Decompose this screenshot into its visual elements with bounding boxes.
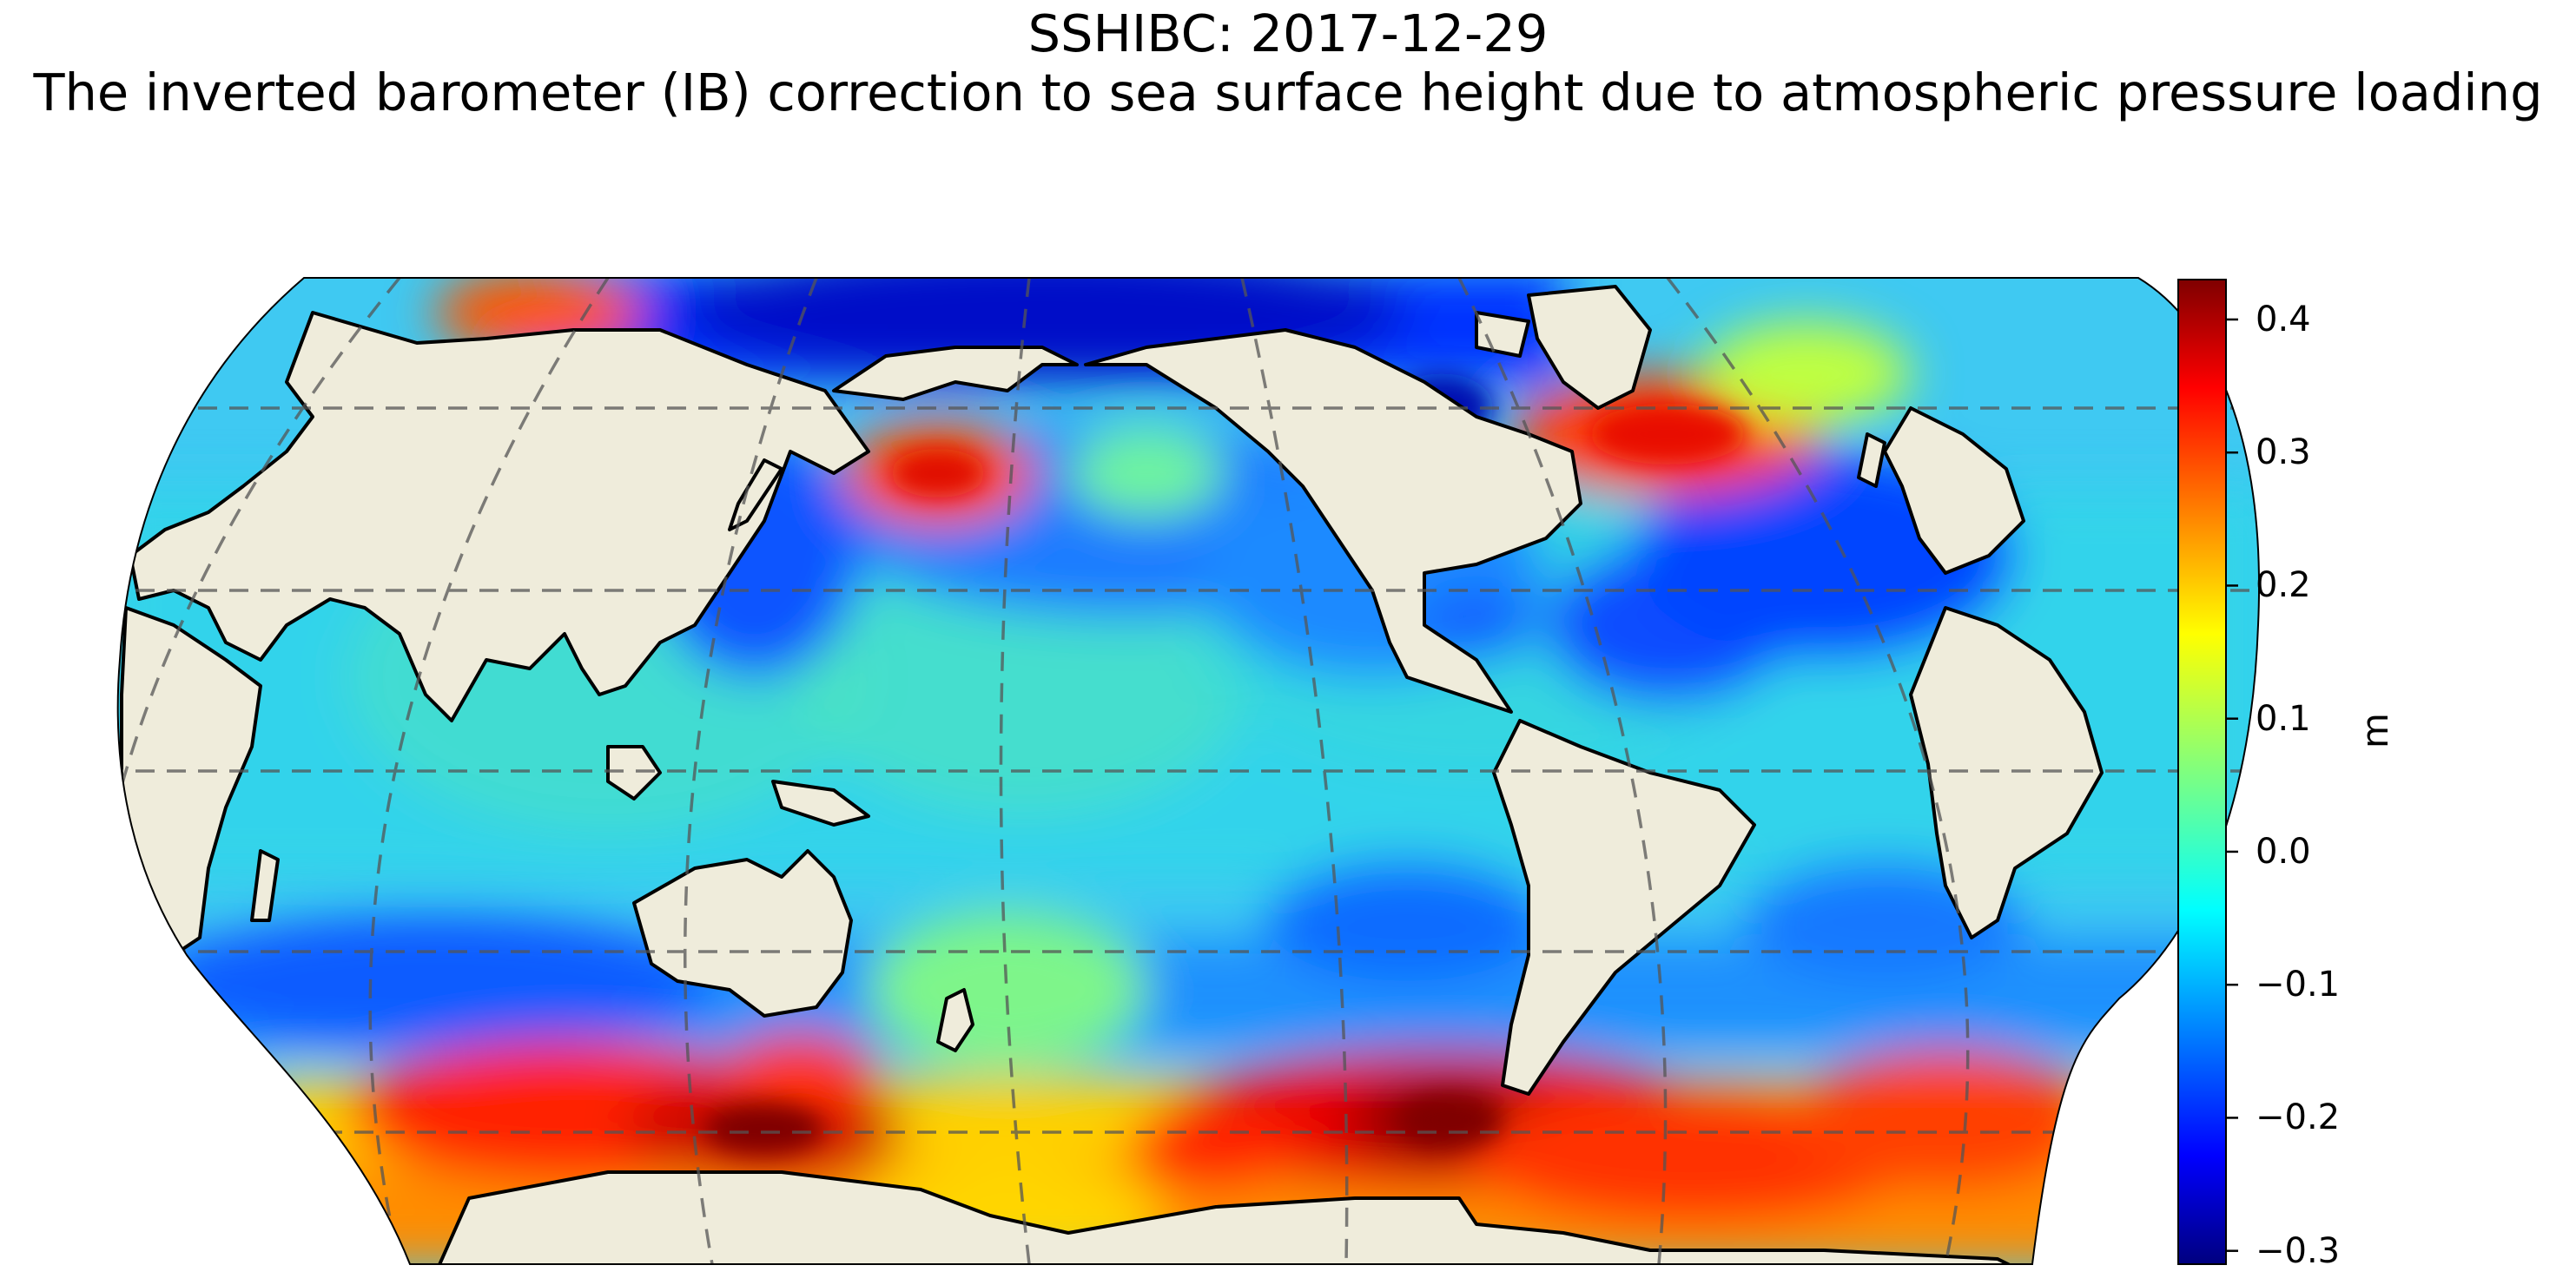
colorbar-tick-label: 0.0	[2256, 831, 2311, 872]
map-panel	[117, 278, 2260, 1264]
gridline-lon-90E	[117, 278, 401, 1264]
gridline-lon-90W	[1666, 278, 1970, 1264]
gridline-lon-120W	[1457, 278, 1668, 1264]
borneo	[606, 745, 662, 801]
map-subtitle: The inverted barometer (IB) correction t…	[33, 63, 2543, 122]
map-boundary	[116, 277, 2260, 1265]
colorbar-tick-label: −0.3	[2256, 1230, 2341, 1271]
colorbar-tick-label: −0.2	[2256, 1097, 2341, 1138]
gridlines	[117, 278, 2260, 1264]
colorbar-tick-label: −0.1	[2256, 965, 2341, 1005]
colorbar-unit-label: m	[2354, 713, 2396, 748]
europe	[1883, 406, 2025, 575]
land	[120, 285, 2104, 1264]
eurasia	[129, 311, 870, 722]
new-guinea	[771, 780, 870, 827]
madagascar	[250, 849, 280, 922]
gridline-lon-150W	[1240, 278, 1349, 1264]
colorbar-tick-label: 0.3	[2256, 432, 2311, 473]
greenland	[1527, 285, 1652, 410]
colorbar-tick-label: 0.1	[2256, 698, 2311, 739]
gridline-lon-150E	[684, 278, 818, 1264]
uk	[1857, 432, 1886, 488]
antarctica	[433, 1170, 2034, 1264]
north-america	[1084, 328, 1582, 714]
colorbar-tick-label: 0.2	[2256, 565, 2311, 606]
south-america	[1492, 719, 1756, 1096]
siberia-east	[832, 346, 1079, 401]
colorbar-tick-label: 0.4	[2256, 299, 2311, 339]
baffin	[1475, 311, 1530, 358]
colorbar	[2177, 279, 2227, 1265]
map-title: SSHIBC: 2017-12-29	[1027, 3, 1549, 63]
new-zealand	[936, 988, 974, 1052]
gridline-lon-120E	[368, 278, 610, 1264]
colorbar-ticks	[2226, 318, 2238, 1252]
